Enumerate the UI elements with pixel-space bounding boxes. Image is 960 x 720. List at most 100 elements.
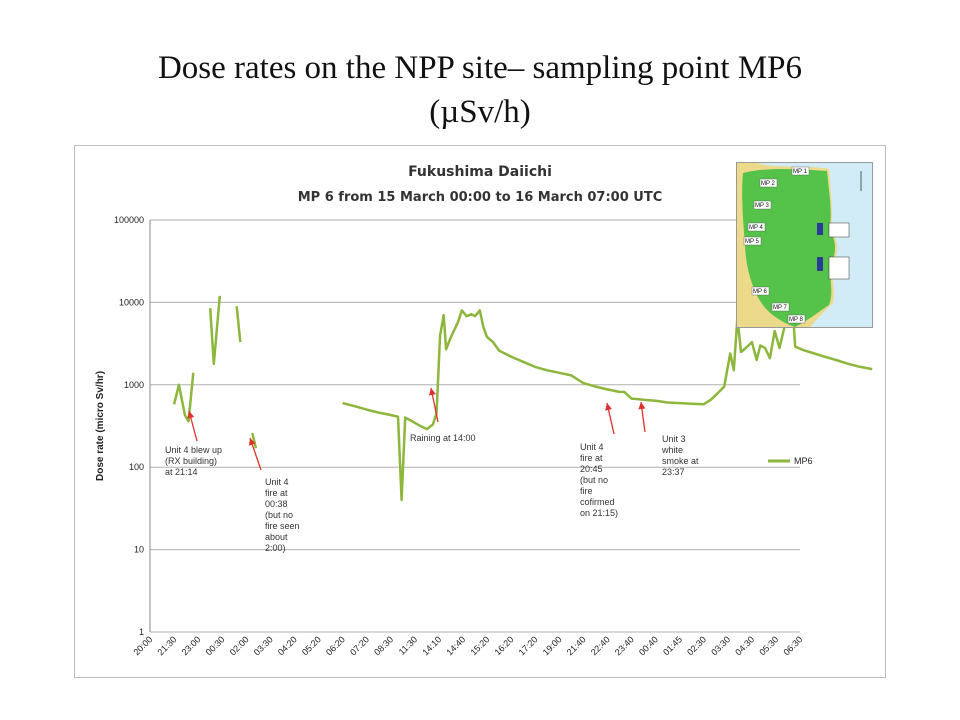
map-label: MP 6 bbox=[753, 289, 768, 295]
annotations: Unit 4 blew up(RX building)at 21:14Unit … bbox=[165, 433, 699, 553]
map-label: MP 2 bbox=[761, 181, 776, 187]
map-legend-box-2 bbox=[828, 256, 850, 280]
x-tick-label: 04:30 bbox=[733, 634, 756, 657]
series-line-mp6 bbox=[235, 306, 242, 343]
annotation-arrows bbox=[187, 387, 646, 471]
x-tick-label: 04:20 bbox=[276, 634, 299, 657]
annotation-line: Unit 4 blew up bbox=[165, 445, 222, 455]
annotation-line: 2:00) bbox=[265, 543, 286, 553]
map-label: MP 1 bbox=[793, 169, 808, 175]
annotation-line: white bbox=[661, 445, 683, 455]
annotation-arrowhead bbox=[187, 411, 195, 419]
x-tick-label: 01:45 bbox=[661, 634, 684, 657]
y-tick-label: 100000 bbox=[114, 215, 144, 225]
annotation-line: fire at bbox=[265, 488, 288, 498]
map-label: MP 4 bbox=[749, 225, 764, 231]
annotation-line: at 21:14 bbox=[165, 467, 198, 477]
series-lines bbox=[172, 295, 873, 502]
map-labels: MP 1 MP 2 MP 3 MP 4 MP 5 MP 6 MP 7MP 8 bbox=[743, 166, 810, 324]
x-tick-label: 05:30 bbox=[757, 634, 780, 657]
map-label-box bbox=[743, 236, 762, 246]
annotation-line: fire seen bbox=[265, 521, 300, 531]
y-tick-label: 10000 bbox=[119, 297, 144, 307]
map-label-box bbox=[747, 222, 766, 232]
x-tick-label: 15:20 bbox=[468, 634, 491, 657]
x-tick-labels: 20:00 21:30 23:00 00:30 02:00 03:30 04:20 05:20… bbox=[131, 634, 804, 657]
annotation-arrowhead bbox=[638, 402, 646, 410]
annotation-line: smoke at bbox=[662, 456, 699, 466]
annotation-line: on 21:15) bbox=[580, 508, 618, 518]
map-label: MP 5 bbox=[745, 239, 760, 245]
x-tick-label: 17:20 bbox=[517, 634, 540, 657]
x-tick-label: 06:30 bbox=[781, 634, 804, 657]
map-reactor-block-2 bbox=[817, 257, 823, 271]
map-label-box bbox=[787, 314, 806, 324]
map-label-box bbox=[751, 286, 770, 296]
series-line-mp6 bbox=[172, 372, 195, 423]
x-tick-label: 07:20 bbox=[348, 634, 371, 657]
x-tick-label: 20:00 bbox=[131, 634, 154, 657]
chart-title: Fukushima Daiichi bbox=[408, 164, 552, 180]
x-tick-label: 14:40 bbox=[444, 634, 467, 657]
x-tick-label: 02:30 bbox=[685, 634, 708, 657]
y-tick-labels: 1 10 100 1000 10000 100000 bbox=[114, 215, 144, 637]
annotation-arrowhead bbox=[248, 438, 256, 446]
y-tick-label: 100 bbox=[129, 462, 144, 472]
site-map-graphic: MP 1 MP 2 MP 3 MP 4 MP 5 MP 6 MP 7MP 8 bbox=[737, 163, 862, 327]
map-reactor-block-1 bbox=[817, 223, 823, 235]
y-tick-label: 1000 bbox=[124, 380, 144, 390]
x-tick-label: 08:30 bbox=[372, 634, 395, 657]
x-tick-label: 00:40 bbox=[637, 634, 660, 657]
x-tick-label: 03:30 bbox=[252, 634, 275, 657]
x-tick-label: 14:10 bbox=[420, 634, 443, 657]
chart-subtitle: MP 6 from 15 March 00:00 to 16 March 07:… bbox=[298, 190, 663, 205]
annotation-line: Unit 4 bbox=[265, 477, 289, 487]
x-tick-label: 23:00 bbox=[180, 634, 203, 657]
annotation-arrowhead bbox=[428, 388, 436, 396]
x-tick-label: 22:40 bbox=[589, 634, 612, 657]
x-tick-label: 23:40 bbox=[613, 634, 636, 657]
series-line-mp6 bbox=[251, 432, 258, 449]
annotation-line: fire bbox=[580, 486, 593, 496]
legend-label: MP6 bbox=[794, 456, 813, 466]
y-axis-label: Dose rate (micro Sv/hr) bbox=[95, 371, 106, 481]
map-label: MP 7 bbox=[773, 305, 788, 311]
annotation-line: about bbox=[265, 532, 288, 542]
y-tick-label: 10 bbox=[134, 545, 144, 555]
annotation-line: Unit 3 bbox=[662, 434, 686, 444]
annotation-line: Unit 4 bbox=[580, 442, 604, 452]
site-map-inset: MP 1 MP 2 MP 3 MP 4 MP 5 MP 6 MP 7 MP 8 bbox=[736, 162, 873, 328]
annotation-line: cofirmed bbox=[580, 497, 615, 507]
series-line-mp6 bbox=[208, 295, 222, 366]
map-label-box bbox=[753, 200, 772, 210]
map-legend-box-1 bbox=[828, 222, 850, 238]
x-tick-label: 21:40 bbox=[565, 634, 588, 657]
y-tick-label: 1 bbox=[139, 627, 144, 637]
x-tick-label: 16:20 bbox=[493, 634, 516, 657]
gridlines bbox=[149, 219, 800, 633]
x-tick-label: 19:00 bbox=[541, 634, 564, 657]
annotation-line: 00:38 bbox=[265, 499, 288, 509]
map-label-box bbox=[771, 302, 790, 312]
annotation-line: (but no bbox=[580, 475, 608, 485]
slide-title-line-2: (µSv/h) bbox=[429, 94, 531, 130]
annotation-line: fire at bbox=[580, 453, 603, 463]
map-label-box bbox=[759, 178, 778, 188]
x-tick-label: 02:00 bbox=[228, 634, 251, 657]
annotation-line: (but no bbox=[265, 510, 293, 520]
series-line-mp6 bbox=[342, 297, 873, 502]
slide-title-line-1: Dose rates on the NPP site– sampling poi… bbox=[157, 50, 803, 86]
x-tick-label: 00:30 bbox=[204, 634, 227, 657]
x-tick-label: 05:20 bbox=[300, 634, 323, 657]
annotation-line: 23:37 bbox=[662, 467, 685, 477]
x-tick-label: 11:30 bbox=[397, 634, 420, 657]
annotation: Raining at 14:00 bbox=[410, 433, 476, 443]
x-tick-label: 03:30 bbox=[709, 634, 732, 657]
map-label-box bbox=[791, 166, 810, 176]
annotation: Unit 4 blew up(RX building)at 21:14 bbox=[165, 445, 222, 477]
slide-title: Dose rates on the NPP site– sampling poi… bbox=[0, 46, 960, 134]
